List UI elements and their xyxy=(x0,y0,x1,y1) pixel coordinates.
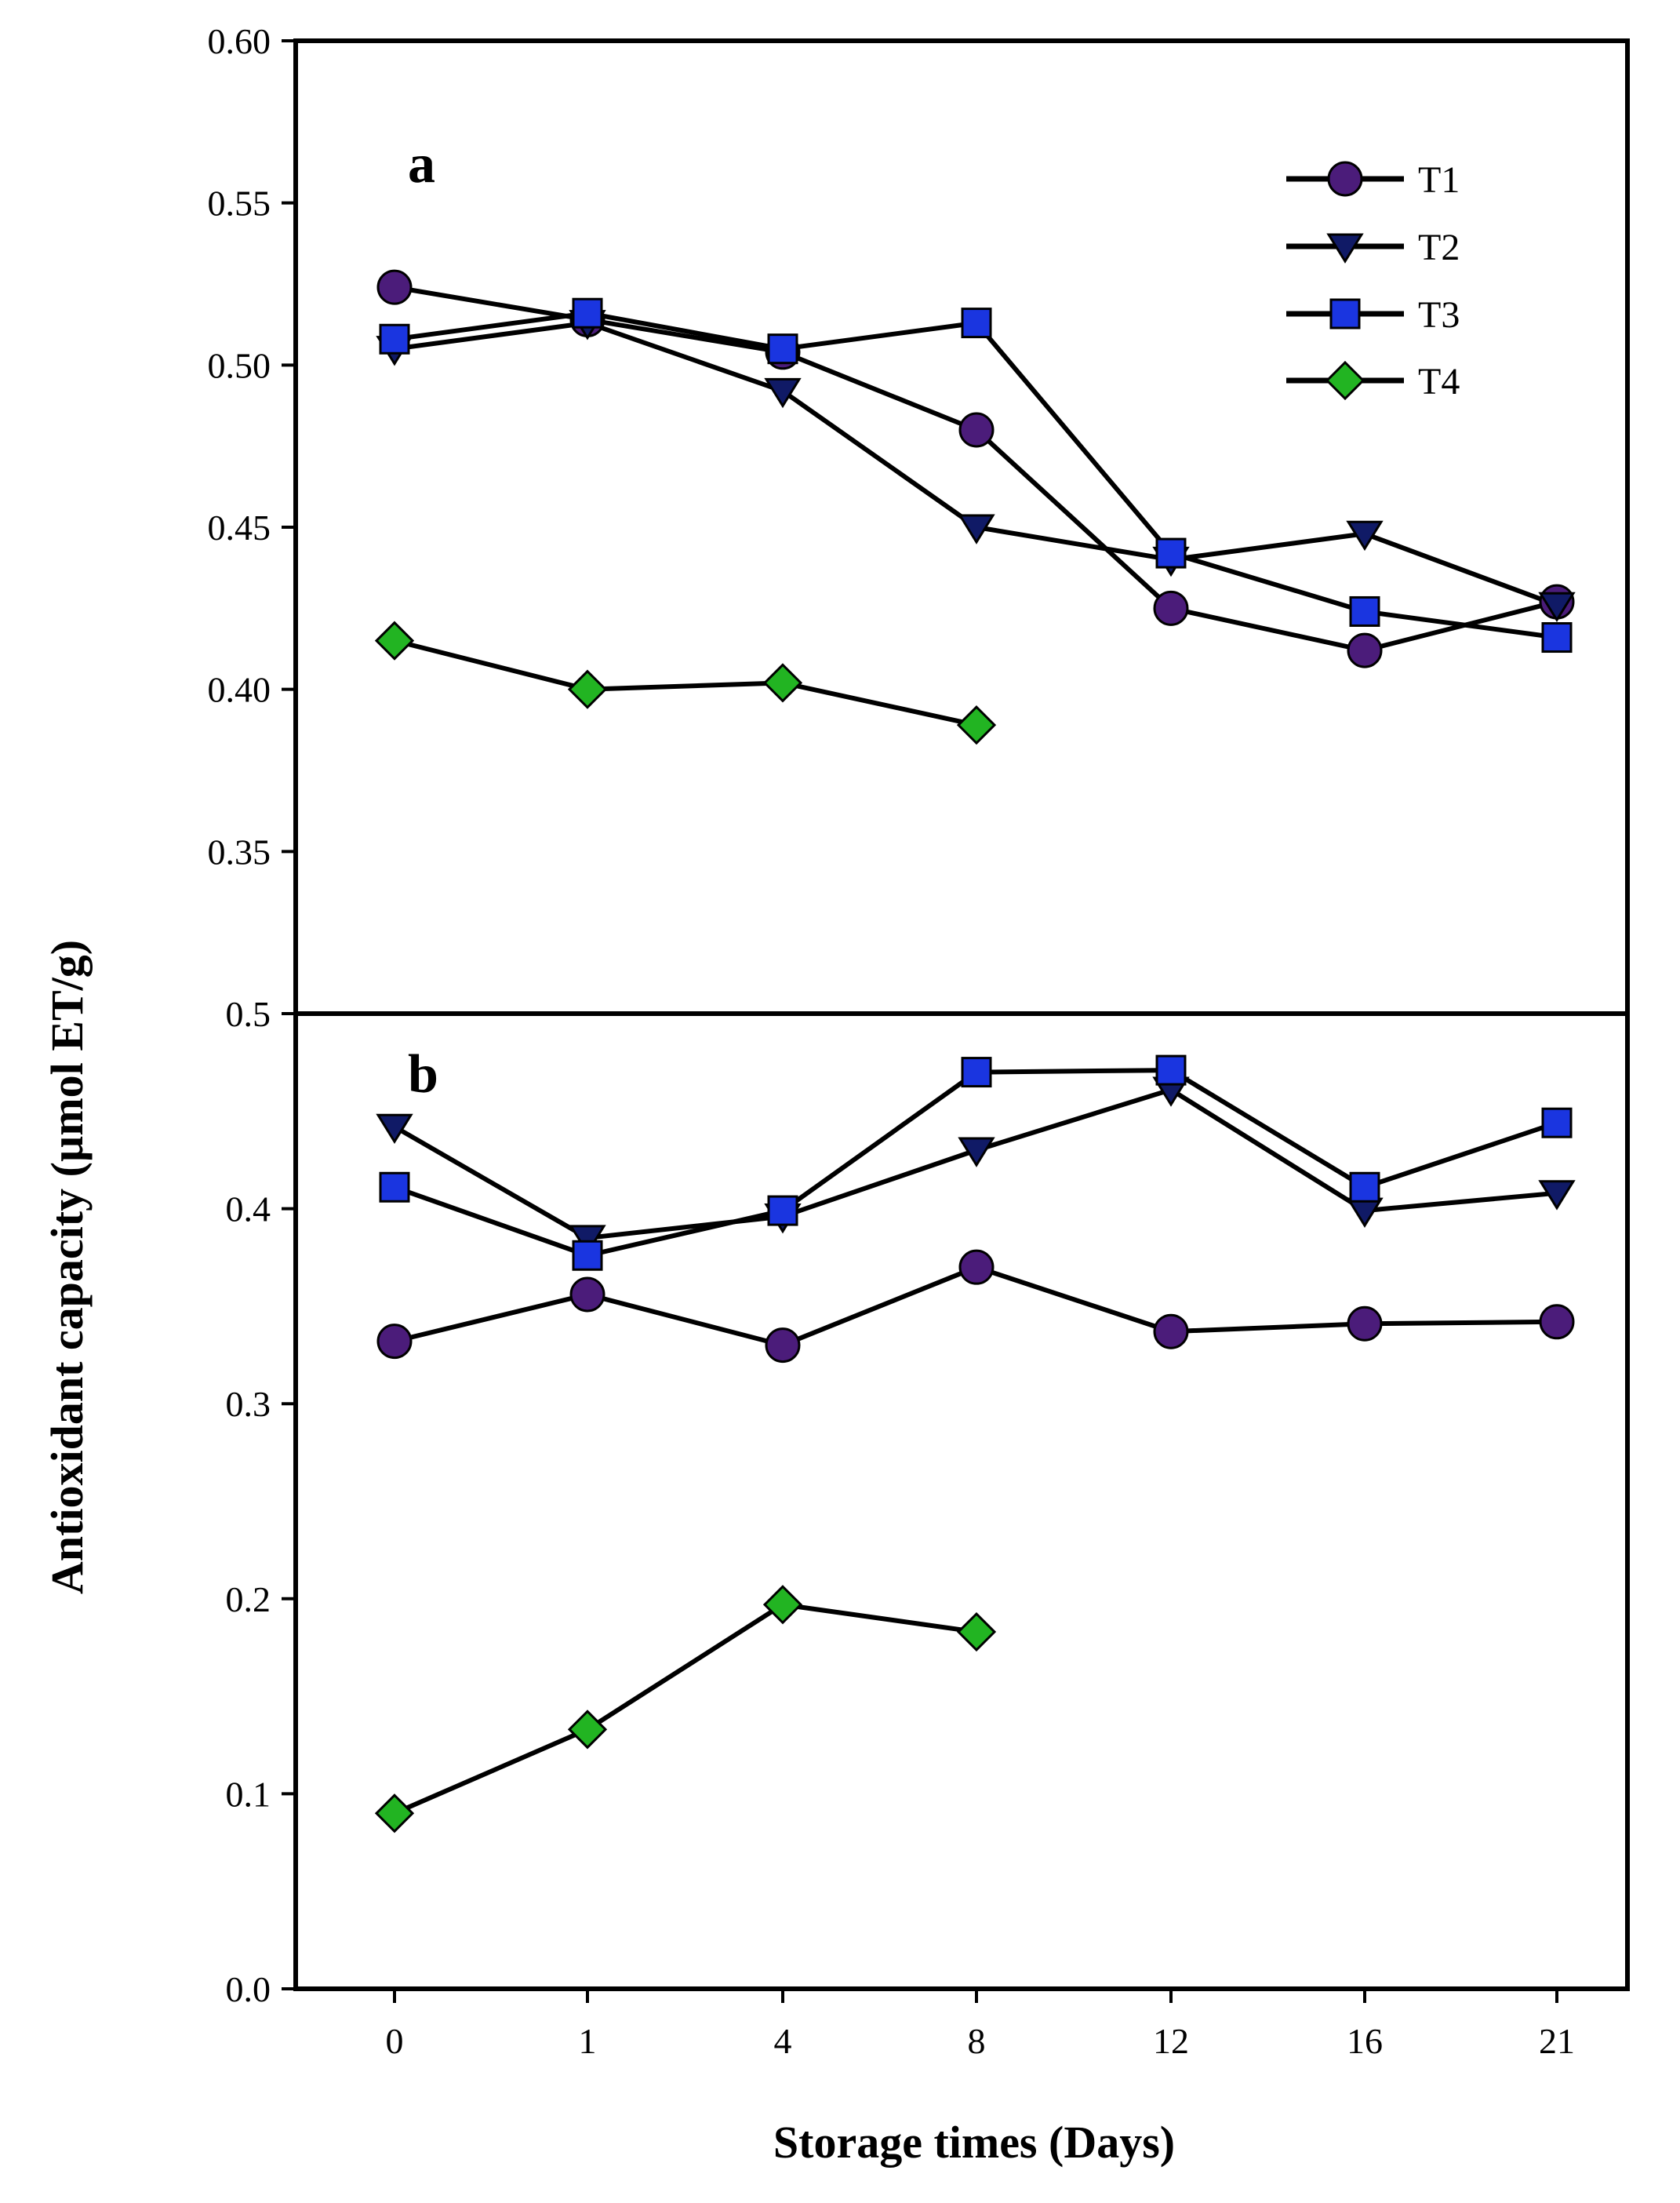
panel-b-t2-point xyxy=(1538,1180,1576,1211)
x-tick-label: 21 xyxy=(1539,2021,1575,2061)
legend-marker-t1 xyxy=(1327,161,1363,197)
x-axis-title: Storage times (Days) xyxy=(773,2117,1175,2168)
x-tick-label: 12 xyxy=(1153,2021,1189,2061)
panel-a-t4-point xyxy=(567,669,608,709)
panel-b-t1-point xyxy=(958,1249,995,1285)
panel-a-t1-point xyxy=(958,412,995,448)
panel-b-frame xyxy=(293,1011,1630,1991)
panel-a-t3-point xyxy=(1541,622,1573,654)
panel-b-t3-point xyxy=(961,1057,992,1088)
panel-b-t1-point xyxy=(1539,1304,1575,1340)
panel-a-t1-point xyxy=(1153,590,1189,626)
panel-b-t1-point xyxy=(1153,1313,1189,1349)
panel-a-t2-point xyxy=(764,377,802,409)
legend-marker-t3 xyxy=(1329,298,1361,330)
panel-a-t3-point xyxy=(961,308,992,339)
legend-label-t3: T3 xyxy=(1418,294,1460,336)
panel-b-t4-point xyxy=(374,1793,415,1833)
panel-b-ytick-label: 0.4 xyxy=(226,1189,271,1229)
panel-b-t4-point xyxy=(762,1585,803,1625)
legend-marker-t4 xyxy=(1325,360,1365,401)
legend-marker-t2 xyxy=(1326,233,1364,264)
panel-a-t4-point xyxy=(374,621,415,661)
legend-label-t4: T4 xyxy=(1418,361,1460,402)
panel-b-t2-point xyxy=(376,1113,413,1145)
legend-entry-t2: T2 xyxy=(1286,227,1460,268)
panel-a-t2-point xyxy=(1346,520,1384,552)
x-tick-label: 8 xyxy=(968,2021,986,2061)
x-tick-label: 4 xyxy=(774,2021,792,2061)
panel-a-t1-point xyxy=(1347,632,1383,668)
legend-entry-t1: T1 xyxy=(1286,159,1460,201)
x-tick-label: 1 xyxy=(579,2021,597,2061)
panel-a-ytick-label: 0.60 xyxy=(208,21,271,61)
panel-a-t4-point xyxy=(762,663,803,703)
panel-a-ytick-label: 0.40 xyxy=(208,670,271,710)
y-axis-title: Antioxidant capacity (µmol ET/g) xyxy=(42,940,93,1594)
panel-b-ytick-label: 0.2 xyxy=(226,1579,271,1619)
panel-b-series-group xyxy=(374,1054,1576,1833)
x-tick-label: 0 xyxy=(386,2021,404,2061)
panel-a-t4-point xyxy=(956,705,997,745)
panel-a-series-group xyxy=(374,269,1576,745)
panel-b-t4-point xyxy=(956,1611,997,1652)
panel-a-t3-point xyxy=(572,297,603,329)
panel-b-ytick-label: 0.5 xyxy=(226,994,271,1034)
panel-a-ytick-label: 0.50 xyxy=(208,345,271,385)
panel-a-t3-point xyxy=(1155,537,1187,569)
panel-a-letter: a xyxy=(408,134,435,195)
panel-a-ytick-label: 0.45 xyxy=(208,508,271,548)
panel-a-t2-point xyxy=(958,514,995,544)
panel-b-t3-point xyxy=(767,1195,798,1226)
panel-b-ytick-label: 0.0 xyxy=(226,1969,271,2009)
panel-b-t1-point xyxy=(765,1327,801,1364)
panel-a-ytick-label: 0.35 xyxy=(208,832,271,872)
panel-b-t4-line xyxy=(393,1602,977,1816)
panel-b-t3-point xyxy=(1349,1171,1380,1203)
panel-a-t4-line xyxy=(394,638,977,728)
panel-b-ytick-label: 0.3 xyxy=(226,1384,271,1424)
axes-layer: 0.350.400.450.500.550.600.00.10.20.30.40… xyxy=(208,21,1576,2061)
panel-b-t1-point xyxy=(569,1276,605,1313)
panel-b-t3-point xyxy=(1541,1107,1573,1138)
panel-b-t4-point xyxy=(567,1710,608,1750)
x-tick-label: 16 xyxy=(1347,2021,1383,2061)
legend-entry-t4: T4 xyxy=(1286,360,1460,402)
panel-a-ytick-label: 0.55 xyxy=(208,184,271,224)
panel-b-t3-point xyxy=(1155,1054,1187,1086)
panel-b-t1-point xyxy=(376,1324,413,1360)
panel-b-ytick-label: 0.1 xyxy=(226,1774,271,1814)
panel-b-t3-point xyxy=(379,1171,410,1203)
panel-b-letter: b xyxy=(408,1044,438,1105)
series-layer xyxy=(374,269,1576,1833)
panel-b-t3-point xyxy=(572,1240,603,1271)
legend-label-t1: T1 xyxy=(1418,159,1460,201)
legend: T1 T2 T3 T4 xyxy=(1286,159,1460,402)
panel-a-t3-point xyxy=(767,333,798,365)
legend-label-t2: T2 xyxy=(1418,227,1460,268)
panel-b-t2-point xyxy=(569,1225,606,1255)
panel-b-t2-point xyxy=(958,1137,995,1167)
legend-entry-t3: T3 xyxy=(1286,294,1460,336)
panel-a-t2-point xyxy=(1538,592,1576,623)
panel-a-t3-point xyxy=(379,323,410,355)
panel-b-t1-point xyxy=(1347,1305,1383,1342)
panel-a-t1-point xyxy=(376,269,413,305)
panel-a-t3-point xyxy=(1349,595,1380,627)
